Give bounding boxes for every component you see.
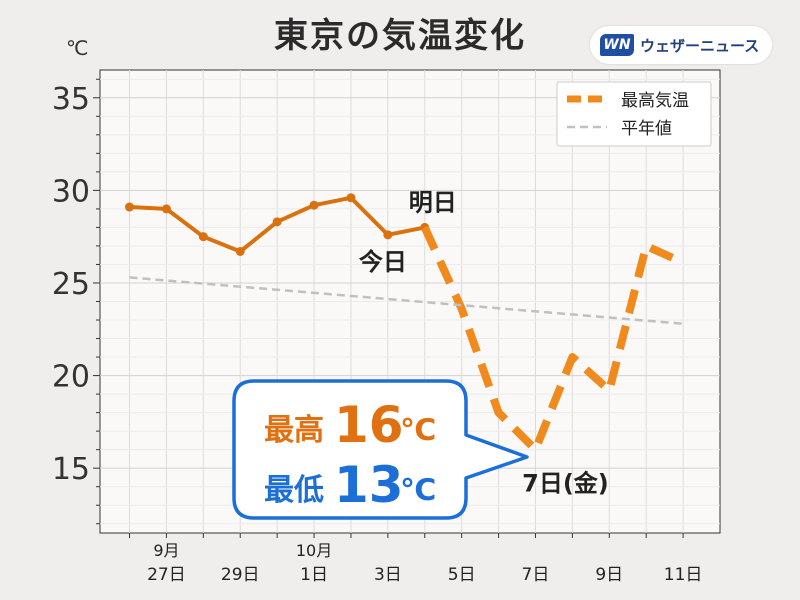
x-tick-label: 29日 — [221, 565, 260, 585]
y-tick-label: 20 — [52, 360, 90, 395]
x-tick-label: 11日 — [664, 565, 703, 585]
x-tick-month-label: 10月 — [296, 541, 332, 560]
x-tick-label: 5日 — [448, 565, 476, 585]
series-line-dashed — [421, 225, 685, 454]
callout-low-unit: ℃ — [400, 473, 436, 508]
callout-low-value: 13 — [334, 456, 404, 514]
y-axis-unit: ℃ — [66, 36, 89, 60]
logo-text: ウェザーニュース — [640, 37, 760, 55]
callout-low-label: 最低 — [264, 473, 324, 508]
y-tick-label: 15 — [52, 452, 90, 487]
data-point — [309, 200, 319, 210]
data-point — [198, 232, 208, 242]
y-tick-label: 30 — [52, 174, 90, 209]
x-tick-label: 3日 — [374, 565, 402, 585]
callout-high-unit: ℃ — [400, 413, 436, 448]
data-point — [272, 217, 282, 227]
weathernews-logo: WN ウェザーニュース — [590, 26, 772, 64]
data-point — [161, 204, 171, 214]
legend-label-normal: 平年値 — [621, 119, 672, 139]
y-tick-label: 35 — [52, 82, 90, 117]
series-line-dashed — [129, 276, 684, 325]
annotation-today: 今日 — [359, 248, 407, 276]
x-tick-label: 27日 — [147, 565, 186, 585]
data-point — [346, 193, 356, 203]
x-tick-month-label: 9月 — [153, 541, 179, 560]
page-title: 東京の気温変化 — [274, 16, 526, 56]
y-tick-label: 25 — [52, 267, 90, 302]
data-point — [383, 230, 393, 240]
callout-high-label: 最高 — [264, 413, 324, 448]
annotation-tomorrow: 明日 — [409, 188, 457, 216]
callout-bubble — [232, 379, 529, 520]
x-tick-label: 1日 — [300, 565, 328, 585]
x-tick-label: 9日 — [595, 565, 623, 585]
callout-box: 最高 16℃最低 13℃ — [232, 379, 529, 520]
data-point — [235, 246, 245, 256]
x-tick-label: 7日 — [522, 565, 550, 585]
annotation-7th-friday: 7日(金) — [522, 470, 609, 498]
legend-label-max-temp: 最高気温 — [621, 91, 689, 111]
wn-logo-icon: WN — [600, 34, 634, 56]
data-point — [125, 202, 135, 212]
callout-high-value: 16 — [334, 396, 404, 454]
